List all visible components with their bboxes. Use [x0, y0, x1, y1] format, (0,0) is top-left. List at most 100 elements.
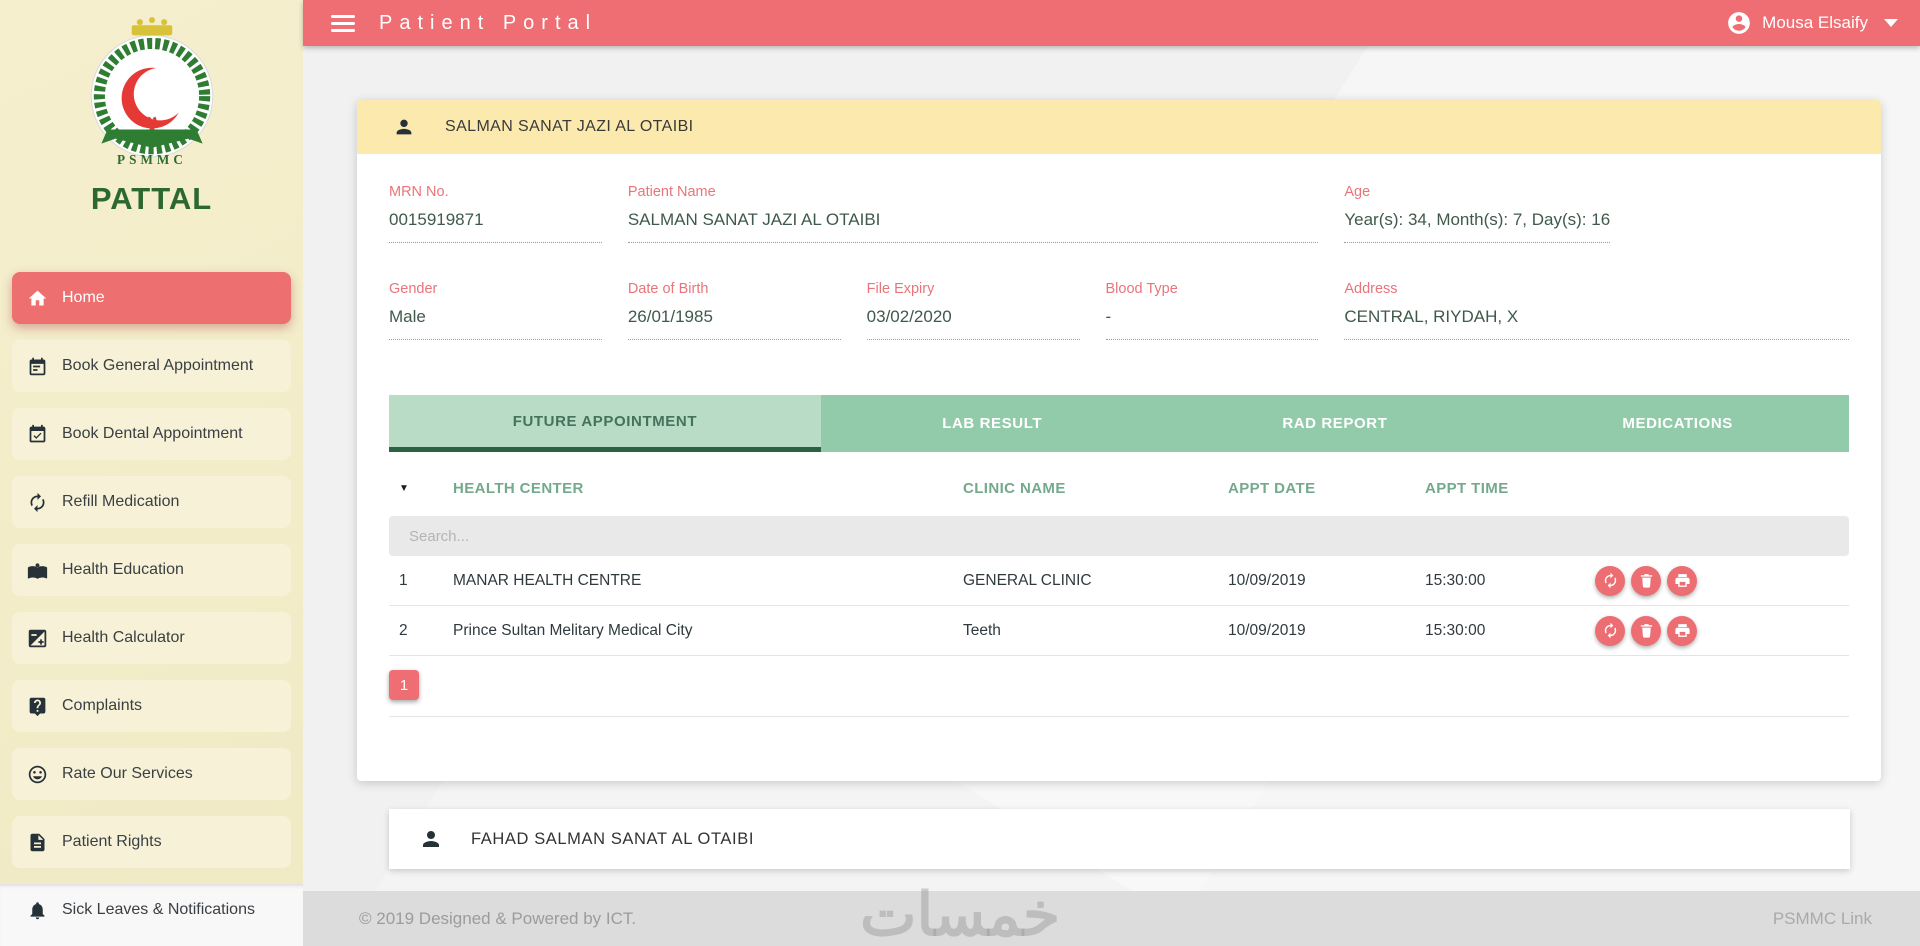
sidebar-item-label: Complaints	[62, 697, 143, 714]
tab-future-appointment[interactable]: FUTURE APPOINTMENT	[389, 395, 821, 452]
sidebar-item-label: Refill Medication	[62, 493, 180, 510]
psmmc-logo: PSMMC	[0, 0, 303, 177]
sidebar-item-label: Book Dental Appointment	[62, 425, 243, 442]
cancel-appointment-button[interactable]	[1631, 615, 1661, 646]
person-icon	[393, 116, 415, 138]
cell-appt-date: 10/09/2019	[1228, 571, 1306, 589]
sidebar-item-label: Health Calculator	[62, 629, 185, 646]
cell-clinic-name: Teeth	[963, 621, 1001, 639]
refresh-icon	[27, 492, 48, 513]
svg-text:PSMMC: PSMMC	[117, 152, 187, 167]
copyright-text: © 2019 Designed & Powered by ICT.	[359, 908, 637, 928]
topbar: Patient Portal Mousa Elsaify	[303, 0, 1920, 46]
field-patient-name: Patient Name SALMAN SANAT JAZI AL OTAIBI	[627, 184, 1319, 243]
tab-medications[interactable]: MEDICATIONS	[1506, 395, 1849, 452]
sidebar-item-label: Home	[62, 289, 105, 306]
calendar-icon	[27, 356, 48, 377]
print-appointment-button[interactable]	[1667, 615, 1697, 646]
psmmc-link[interactable]: PSMMC Link	[1772, 908, 1872, 928]
home-icon	[27, 288, 48, 309]
cell-appt-time: 15:30:00	[1425, 621, 1486, 639]
pagination: 1	[389, 670, 1849, 700]
second-patient-card[interactable]: FAHAD SALMAN SANAT AL OTAIBI	[389, 809, 1850, 869]
column-header-clinic-name: CLINIC NAME	[963, 479, 1066, 497]
patient-card: SALMAN SANAT JAZI AL OTAIBI MRN No. 0015…	[357, 100, 1881, 781]
sidebar-item-sick-leaves-notifications[interactable]: Sick Leaves & Notifications	[12, 884, 291, 936]
sort-caret-icon[interactable]: ▼	[399, 482, 410, 494]
print-appointment-button[interactable]	[1667, 565, 1697, 596]
divider	[389, 716, 1849, 717]
row-number: 2	[399, 621, 408, 639]
cell-appt-time: 15:30:00	[1425, 571, 1486, 589]
sidebar-item-label: Book General Appointment	[62, 357, 254, 374]
cancel-appointment-button[interactable]	[1631, 565, 1661, 596]
brand-name: PATTAL	[90, 181, 213, 216]
field-address: Address CENTRAL, RIYDAH, X	[1344, 281, 1849, 340]
trash-x-icon	[1640, 574, 1652, 588]
table-header: ▼ HEALTH CENTER CLINIC NAME APPT DATE AP…	[389, 476, 1849, 500]
cell-health-center: MANAR HEALTH CENTRE	[453, 571, 642, 589]
tab-lab-result[interactable]: LAB RESULT	[820, 395, 1164, 452]
cell-appt-date: 10/09/2019	[1228, 621, 1306, 639]
sidebar-item-home[interactable]: Home	[12, 272, 291, 324]
column-header-appt-time: APPT TIME	[1425, 479, 1509, 497]
second-patient-name: FAHAD SALMAN SANAT AL OTAIBI	[471, 829, 755, 848]
field-gender: Gender Male	[389, 281, 602, 340]
user-name: Mousa Elsaify	[1762, 13, 1868, 32]
sidebar-item-label: Rate Our Services	[62, 765, 193, 782]
calendar-check-icon	[27, 424, 48, 445]
cell-health-center: Prince Sultan Melitary Medical City	[453, 621, 693, 639]
sidebar-item-rate-our-services[interactable]: Rate Our Services	[12, 748, 291, 800]
column-header-health-center: HEALTH CENTER	[453, 479, 584, 497]
sidebar-item-label: Health Education	[62, 561, 184, 578]
sidebar-item-refill-medication[interactable]: Refill Medication	[12, 476, 291, 528]
row-number: 1	[399, 571, 408, 589]
chevron-down-icon	[1884, 19, 1898, 27]
trash-x-icon	[1640, 624, 1652, 638]
sidebar-menu: Home Book General Appointment Book Denta…	[12, 272, 291, 946]
patient-name-header: SALMAN SANAT JAZI AL OTAIBI	[445, 118, 694, 135]
sidebar-footer-strip	[0, 884, 303, 946]
sidebar-item-book-general-appointment[interactable]: Book General Appointment	[12, 340, 291, 392]
tab-rad-report[interactable]: RAD REPORT	[1163, 395, 1507, 452]
reschedule-appointment-button[interactable]	[1595, 565, 1625, 596]
sidebar-item-label: Patient Rights	[62, 833, 162, 850]
cell-clinic-name: GENERAL CLINIC	[963, 571, 1092, 589]
column-header-appt-date: APPT DATE	[1228, 479, 1316, 497]
printer-icon	[1674, 624, 1690, 637]
bell-icon	[27, 900, 48, 921]
book-icon	[27, 560, 48, 581]
account-circle-icon	[1728, 12, 1751, 34]
field-dob: Date of Birth 26/01/1985	[627, 281, 841, 340]
user-menu[interactable]: Mousa Elsaify	[1726, 10, 1898, 36]
field-age: Age Year(s): 34, Month(s): 7, Day(s): 16	[1344, 184, 1611, 243]
sidebar-item-book-dental-appointment[interactable]: Book Dental Appointment	[12, 408, 291, 460]
table-row: 1 MANAR HEALTH CENTRE GENERAL CLINIC 10/…	[389, 556, 1849, 606]
hamburger-menu-icon[interactable]	[331, 11, 355, 36]
sidebar-item-label: Sick Leaves & Notifications	[62, 901, 255, 918]
field-spacer	[1636, 184, 1849, 243]
field-mrn: MRN No. 0015919871	[389, 184, 602, 243]
sidebar-item-complaints[interactable]: Complaints	[12, 680, 291, 732]
field-file-expiry: File Expiry 03/02/2020	[866, 281, 1080, 340]
field-blood-type: Blood Type -	[1105, 281, 1319, 340]
sync-icon	[1604, 622, 1616, 639]
tab-bar: FUTURE APPOINTMENT LAB RESULT RAD REPORT…	[389, 395, 1849, 452]
person-icon	[419, 827, 443, 851]
sidebar-item-health-education[interactable]: Health Education	[12, 544, 291, 596]
sync-icon	[1604, 572, 1616, 589]
sidebar-item-health-calculator[interactable]: Health Calculator	[12, 612, 291, 664]
footer: © 2019 Designed & Powered by ICT. PSMMC …	[303, 891, 1920, 946]
page-title: Patient Portal	[379, 11, 598, 34]
reschedule-appointment-button[interactable]	[1595, 615, 1625, 646]
smiley-icon	[27, 764, 48, 785]
question-icon	[27, 696, 48, 717]
patient-card-header: SALMAN SANAT JAZI AL OTAIBI	[357, 100, 1881, 154]
table-row: 2 Prince Sultan Melitary Medical City Te…	[389, 606, 1849, 656]
patient-fields: MRN No. 0015919871 Patient Name SALMAN S…	[389, 184, 1849, 340]
sidebar-item-patient-rights[interactable]: Patient Rights	[12, 816, 291, 868]
calculator-icon	[27, 628, 48, 649]
document-icon	[27, 832, 48, 853]
page-1-button[interactable]: 1	[389, 670, 419, 700]
search-input[interactable]	[389, 516, 1849, 556]
